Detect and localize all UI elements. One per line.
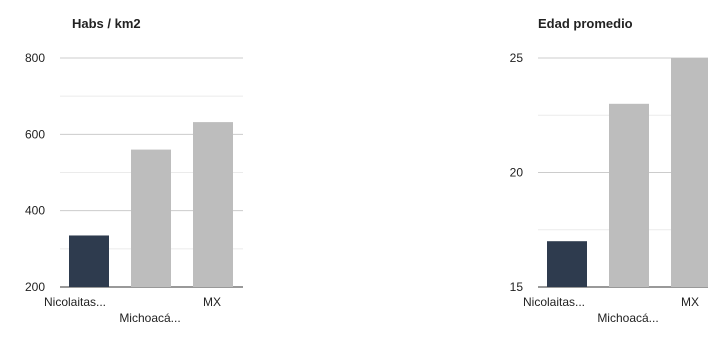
y-tick-label: 20 — [510, 166, 524, 180]
bar-2[interactable] — [193, 122, 233, 288]
x-tick-label-2: MX — [681, 295, 699, 309]
y-tick-label: 400 — [25, 204, 45, 218]
chart-edad-promedio: Edad promedio 15 20 25 Nicolaitas... Micho… — [478, 0, 708, 339]
chart-habs-km2: Habs / km2 200 400 600 800 Nicolaitas... Mi… — [0, 0, 300, 339]
y-tick-label: 200 — [25, 280, 45, 294]
x-tick-label-0: Nicolaitas... — [44, 295, 106, 309]
bar-0[interactable] — [69, 235, 109, 287]
y-tick-label: 800 — [25, 51, 45, 65]
chart-habs-km2-svg: Habs / km2 200 400 600 800 Nicolaitas... Mi… — [25, 16, 243, 325]
y-tick-label: 600 — [25, 127, 45, 141]
y-tick-label: 15 — [510, 280, 524, 294]
chart-title: Edad promedio — [538, 16, 633, 31]
x-tick-label-2: MX — [203, 295, 221, 309]
y-tick-label: 25 — [510, 51, 524, 65]
bar-1[interactable] — [131, 149, 171, 287]
bar-1[interactable] — [609, 103, 649, 287]
chart-edad-promedio-svg: Edad promedio 15 20 25 Nicolaitas... Micho… — [510, 16, 708, 325]
bar-2[interactable] — [671, 58, 708, 287]
x-tick-label-1: Michoacá... — [597, 311, 658, 325]
bar-0[interactable] — [547, 241, 587, 287]
chart-title: Habs / km2 — [72, 16, 141, 31]
x-tick-label-0: Nicolaitas... — [523, 295, 585, 309]
x-tick-label-1: Michoacá... — [119, 311, 180, 325]
